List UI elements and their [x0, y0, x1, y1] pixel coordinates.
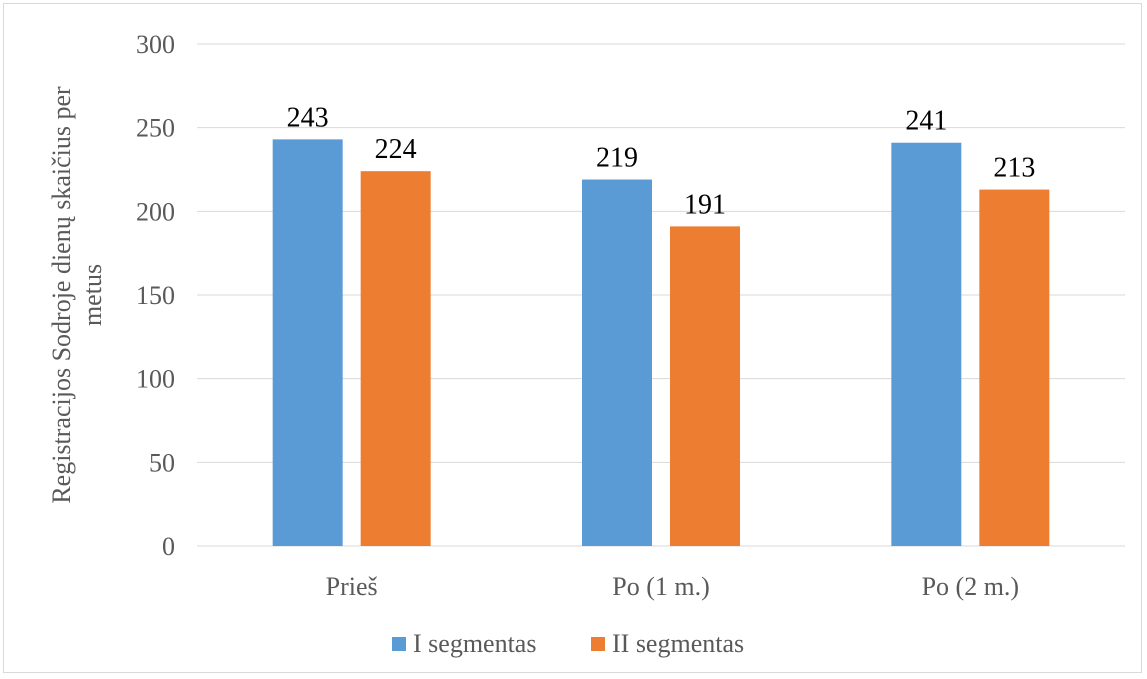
y-axis-ticks: 0 50 100 150 200 250 300 [136, 30, 175, 561]
bars [272, 139, 1050, 547]
x-category-label: Po (1 m.) [612, 572, 710, 601]
data-label: 243 [287, 102, 329, 133]
y-tick-label: 50 [149, 448, 175, 477]
bar [360, 171, 431, 546]
bar [272, 139, 343, 546]
y-tick-label: 300 [136, 30, 175, 59]
y-axis-label-line-2: metus [78, 264, 107, 326]
x-axis-categories: Prieš Po (1 m.) Po (2 m.) [326, 572, 1019, 601]
legend-swatch-series-1 [392, 637, 406, 651]
y-tick-label: 0 [162, 532, 175, 561]
bar [582, 179, 652, 547]
x-category-label: Prieš [326, 572, 378, 601]
y-tick-label: 200 [136, 197, 175, 226]
bar [979, 189, 1050, 546]
data-label: 219 [596, 143, 638, 174]
legend-label-series-2: II segmentas [612, 629, 744, 658]
bar-chart: 0 50 100 150 200 250 300 243 224 219 191 241 213 Pr… [47, 30, 1125, 658]
data-label: 213 [993, 153, 1035, 184]
bar [670, 226, 740, 547]
x-category-label: Po (2 m.) [922, 572, 1020, 601]
data-label: 191 [684, 189, 726, 220]
data-labels: 243 224 219 191 241 213 [287, 102, 1036, 220]
gridlines [197, 43, 1125, 547]
legend-label-series-1: I segmentas [413, 629, 536, 658]
y-tick-label: 100 [136, 365, 175, 394]
bar [891, 142, 962, 546]
y-axis-label: Registracijos Sodroje dienų skaičius per… [47, 86, 107, 504]
data-label: 241 [905, 106, 947, 137]
y-axis-label-line-1: Registracijos Sodroje dienų skaičius per [47, 86, 76, 504]
legend-swatch-series-2 [591, 637, 605, 651]
chart-frame: 0 50 100 150 200 250 300 243 224 219 191 241 213 Pr… [3, 3, 1142, 673]
y-tick-label: 150 [136, 281, 175, 310]
y-tick-label: 250 [136, 114, 175, 143]
legend: I segmentas II segmentas [392, 629, 744, 658]
data-label: 224 [375, 134, 417, 165]
